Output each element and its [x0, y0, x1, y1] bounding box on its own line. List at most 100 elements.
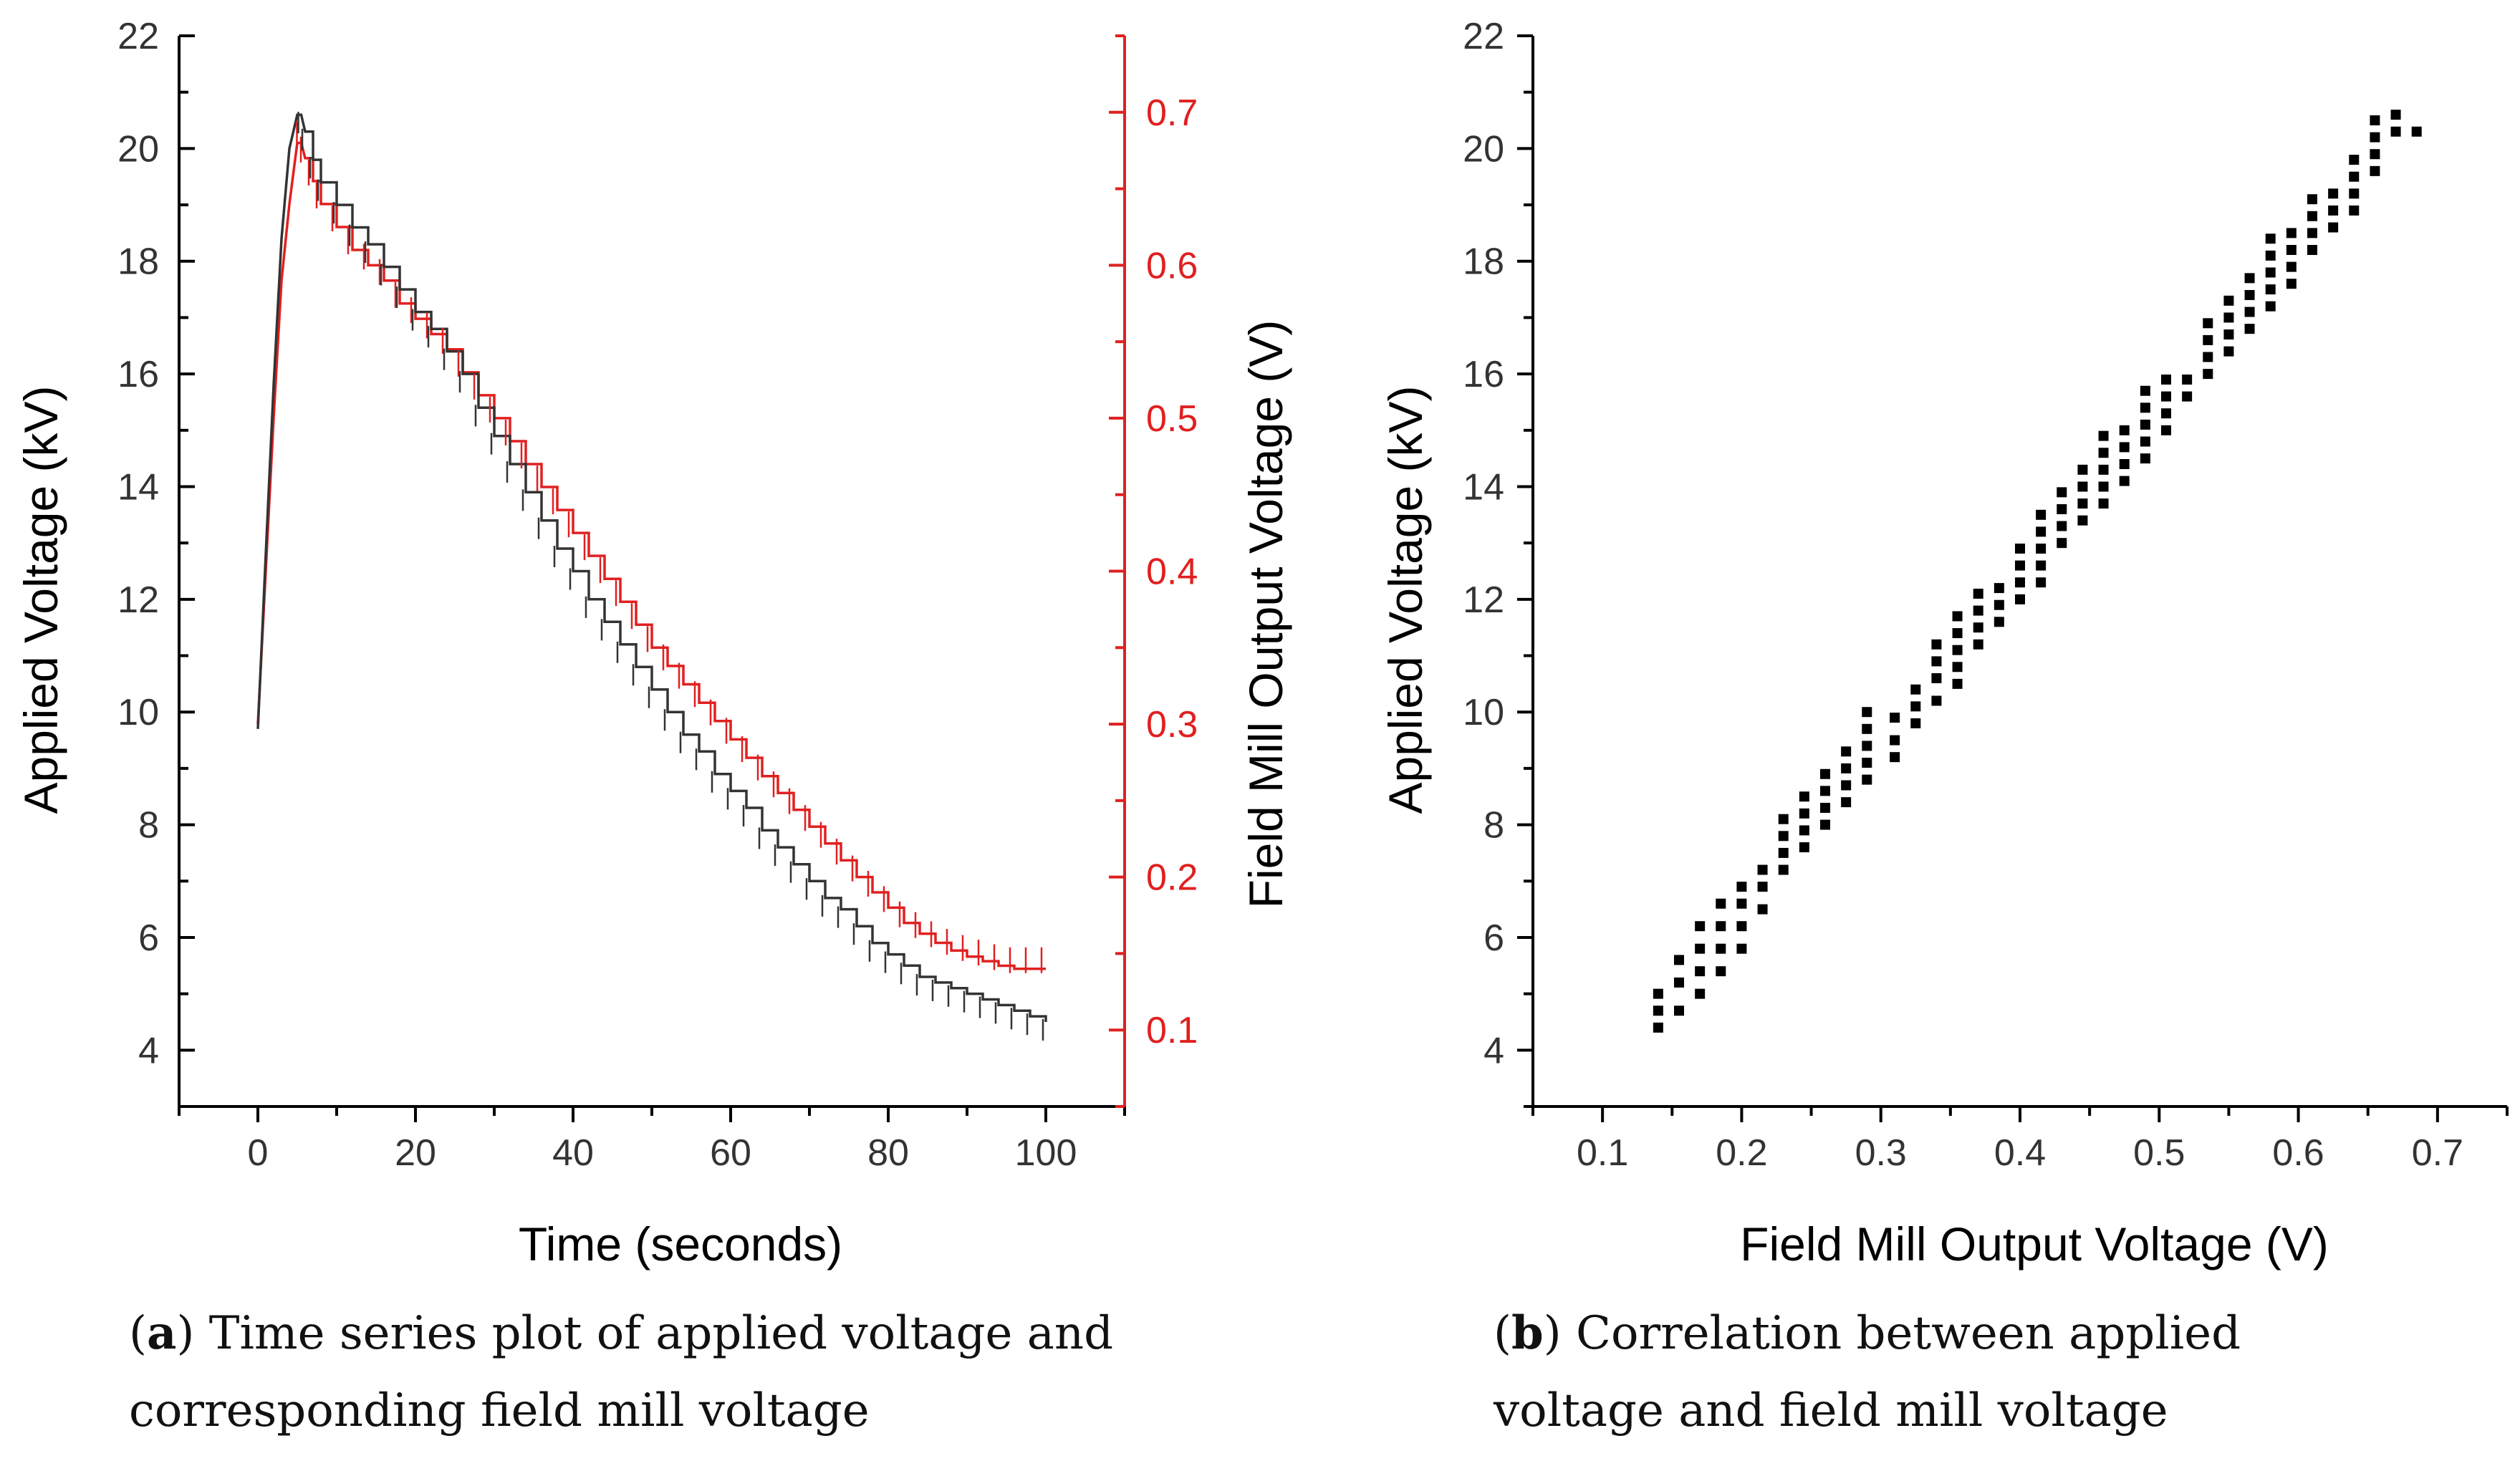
- x-tick-label: 0.5: [2133, 1132, 2185, 1174]
- scatter-point: [1716, 966, 1726, 977]
- y-tick-label: 4: [1483, 1030, 1504, 1071]
- y-tick-label: 18: [117, 241, 159, 283]
- y-tick-label: 16: [117, 354, 159, 395]
- scatter-point: [2036, 577, 2047, 588]
- series-applied-line: [256, 113, 1047, 1022]
- scatter-point: [2036, 526, 2047, 537]
- caption-a-text: Time series plot of applied voltage and …: [129, 1307, 1114, 1437]
- scatter-point: [1799, 808, 1809, 819]
- y-tick-label: 22: [1463, 16, 1504, 57]
- scatter-point: [1931, 656, 1942, 667]
- scatter-point: [2161, 408, 2171, 419]
- scatter-point: [2370, 149, 2380, 160]
- scatter-point: [2411, 126, 2422, 137]
- x-tick-label: 40: [552, 1132, 594, 1174]
- scatter-point: [2223, 329, 2234, 340]
- scatter-point: [1736, 943, 1747, 954]
- scatter-point: [2307, 211, 2317, 221]
- chart-a: 0 20 40 60 80 100 4 6 8 10 12 14 16 18 20 22 0.1 0.2 0.3 0.…: [14, 16, 1292, 1270]
- scatter-point: [1931, 673, 1942, 683]
- scatter-point: [1890, 735, 1900, 746]
- scatter-point: [2370, 115, 2380, 126]
- scatter-point: [2161, 425, 2171, 435]
- scatter-point: [1973, 639, 1983, 650]
- scatter-point: [1757, 904, 1768, 915]
- scatter-point: [1716, 943, 1726, 954]
- caption-b-text: Correlation between applied voltage and …: [1494, 1307, 2241, 1437]
- scatter-point: [2182, 391, 2193, 402]
- scatter-point: [2119, 459, 2130, 469]
- scatter-point: [2286, 245, 2297, 255]
- scatter-point: [2244, 273, 2255, 284]
- y-tick-label: 14: [117, 466, 159, 508]
- scatter-point: [1716, 921, 1726, 932]
- scatter-point: [2328, 205, 2339, 216]
- y-tick-label: 8: [1483, 805, 1504, 847]
- y-axis-title: Applied Voltage (kV): [14, 385, 67, 814]
- scatter-point: [1799, 825, 1809, 836]
- scatter-point: [2265, 301, 2276, 312]
- scatter-point: [2223, 346, 2234, 357]
- scatter-point: [2119, 442, 2130, 453]
- scatter-point: [2203, 352, 2213, 362]
- scatter-point: [1695, 943, 1706, 954]
- scatter-point: [2203, 318, 2213, 329]
- scatter-point: [1841, 746, 1852, 757]
- scatter-point: [2098, 464, 2109, 475]
- scatter-point: [1862, 774, 1872, 785]
- scatter-point: [1952, 678, 1963, 689]
- series-field-mill-line: [256, 141, 1046, 970]
- scatter-point: [1736, 882, 1747, 892]
- scatter-point: [1862, 758, 1872, 768]
- scatter-point: [2057, 503, 2067, 514]
- scatter-point: [2244, 307, 2255, 317]
- scatter-point: [2328, 188, 2339, 199]
- x-tick-label: 0.2: [1716, 1132, 1767, 1174]
- scatter-point: [2307, 245, 2317, 255]
- scatter-point: [1973, 588, 1983, 599]
- scatter-point: [1778, 831, 1789, 842]
- x-axis-title: Time (seconds): [519, 1218, 842, 1270]
- x-tick-label: 0.1: [1577, 1132, 1628, 1174]
- scatter-point: [2057, 521, 2067, 531]
- scatter-point: [2286, 261, 2297, 272]
- scatter-point: [1674, 977, 1684, 988]
- x-axis-title: Field Mill Output Voltage (V): [1740, 1218, 2329, 1270]
- scatter-point: [1994, 599, 2004, 610]
- scatter-point: [2098, 498, 2109, 509]
- x-tick-label: 100: [1015, 1132, 1077, 1174]
- scatter-point: [1674, 955, 1684, 965]
- scatter-point: [1931, 695, 1942, 706]
- y-tick-label: 6: [1483, 917, 1504, 959]
- scatter-point: [2286, 228, 2297, 238]
- scatter-point: [2307, 228, 2317, 238]
- scatter-point: [2390, 110, 2401, 120]
- scatter-point: [1653, 1006, 1663, 1016]
- scatter-point: [1695, 966, 1706, 977]
- scatter-point: [2036, 544, 2047, 554]
- scatter-point: [2057, 487, 2067, 498]
- scatter-point: [2077, 481, 2088, 492]
- scatter-point: [2265, 233, 2276, 244]
- scatter-point: [1841, 763, 1852, 773]
- scatter-point: [1674, 1006, 1684, 1016]
- scatter-point: [2286, 279, 2297, 289]
- y-tick-label: 20: [117, 128, 159, 170]
- scatter-point: [1931, 639, 1942, 650]
- scatter-point: [1910, 701, 1921, 712]
- scatter-point: [1890, 713, 1900, 723]
- scatter-point: [1994, 617, 2004, 627]
- scatter-point: [2182, 374, 2193, 385]
- scatter-point: [2015, 577, 2025, 588]
- scatter-point: [2140, 453, 2150, 464]
- scatter-point: [1778, 847, 1789, 858]
- scatter-point: [1736, 898, 1747, 909]
- caption-a: (a) Time series plot of applied voltage …: [129, 1306, 1114, 1437]
- scatter-point: [2244, 289, 2255, 300]
- scatter-point: [1653, 1022, 1663, 1033]
- caption-a-letter: a: [146, 1306, 177, 1360]
- y-tick-label: 6: [138, 917, 159, 959]
- scatter-point: [1799, 842, 1809, 853]
- y2-tick-label: 0.3: [1146, 704, 1198, 746]
